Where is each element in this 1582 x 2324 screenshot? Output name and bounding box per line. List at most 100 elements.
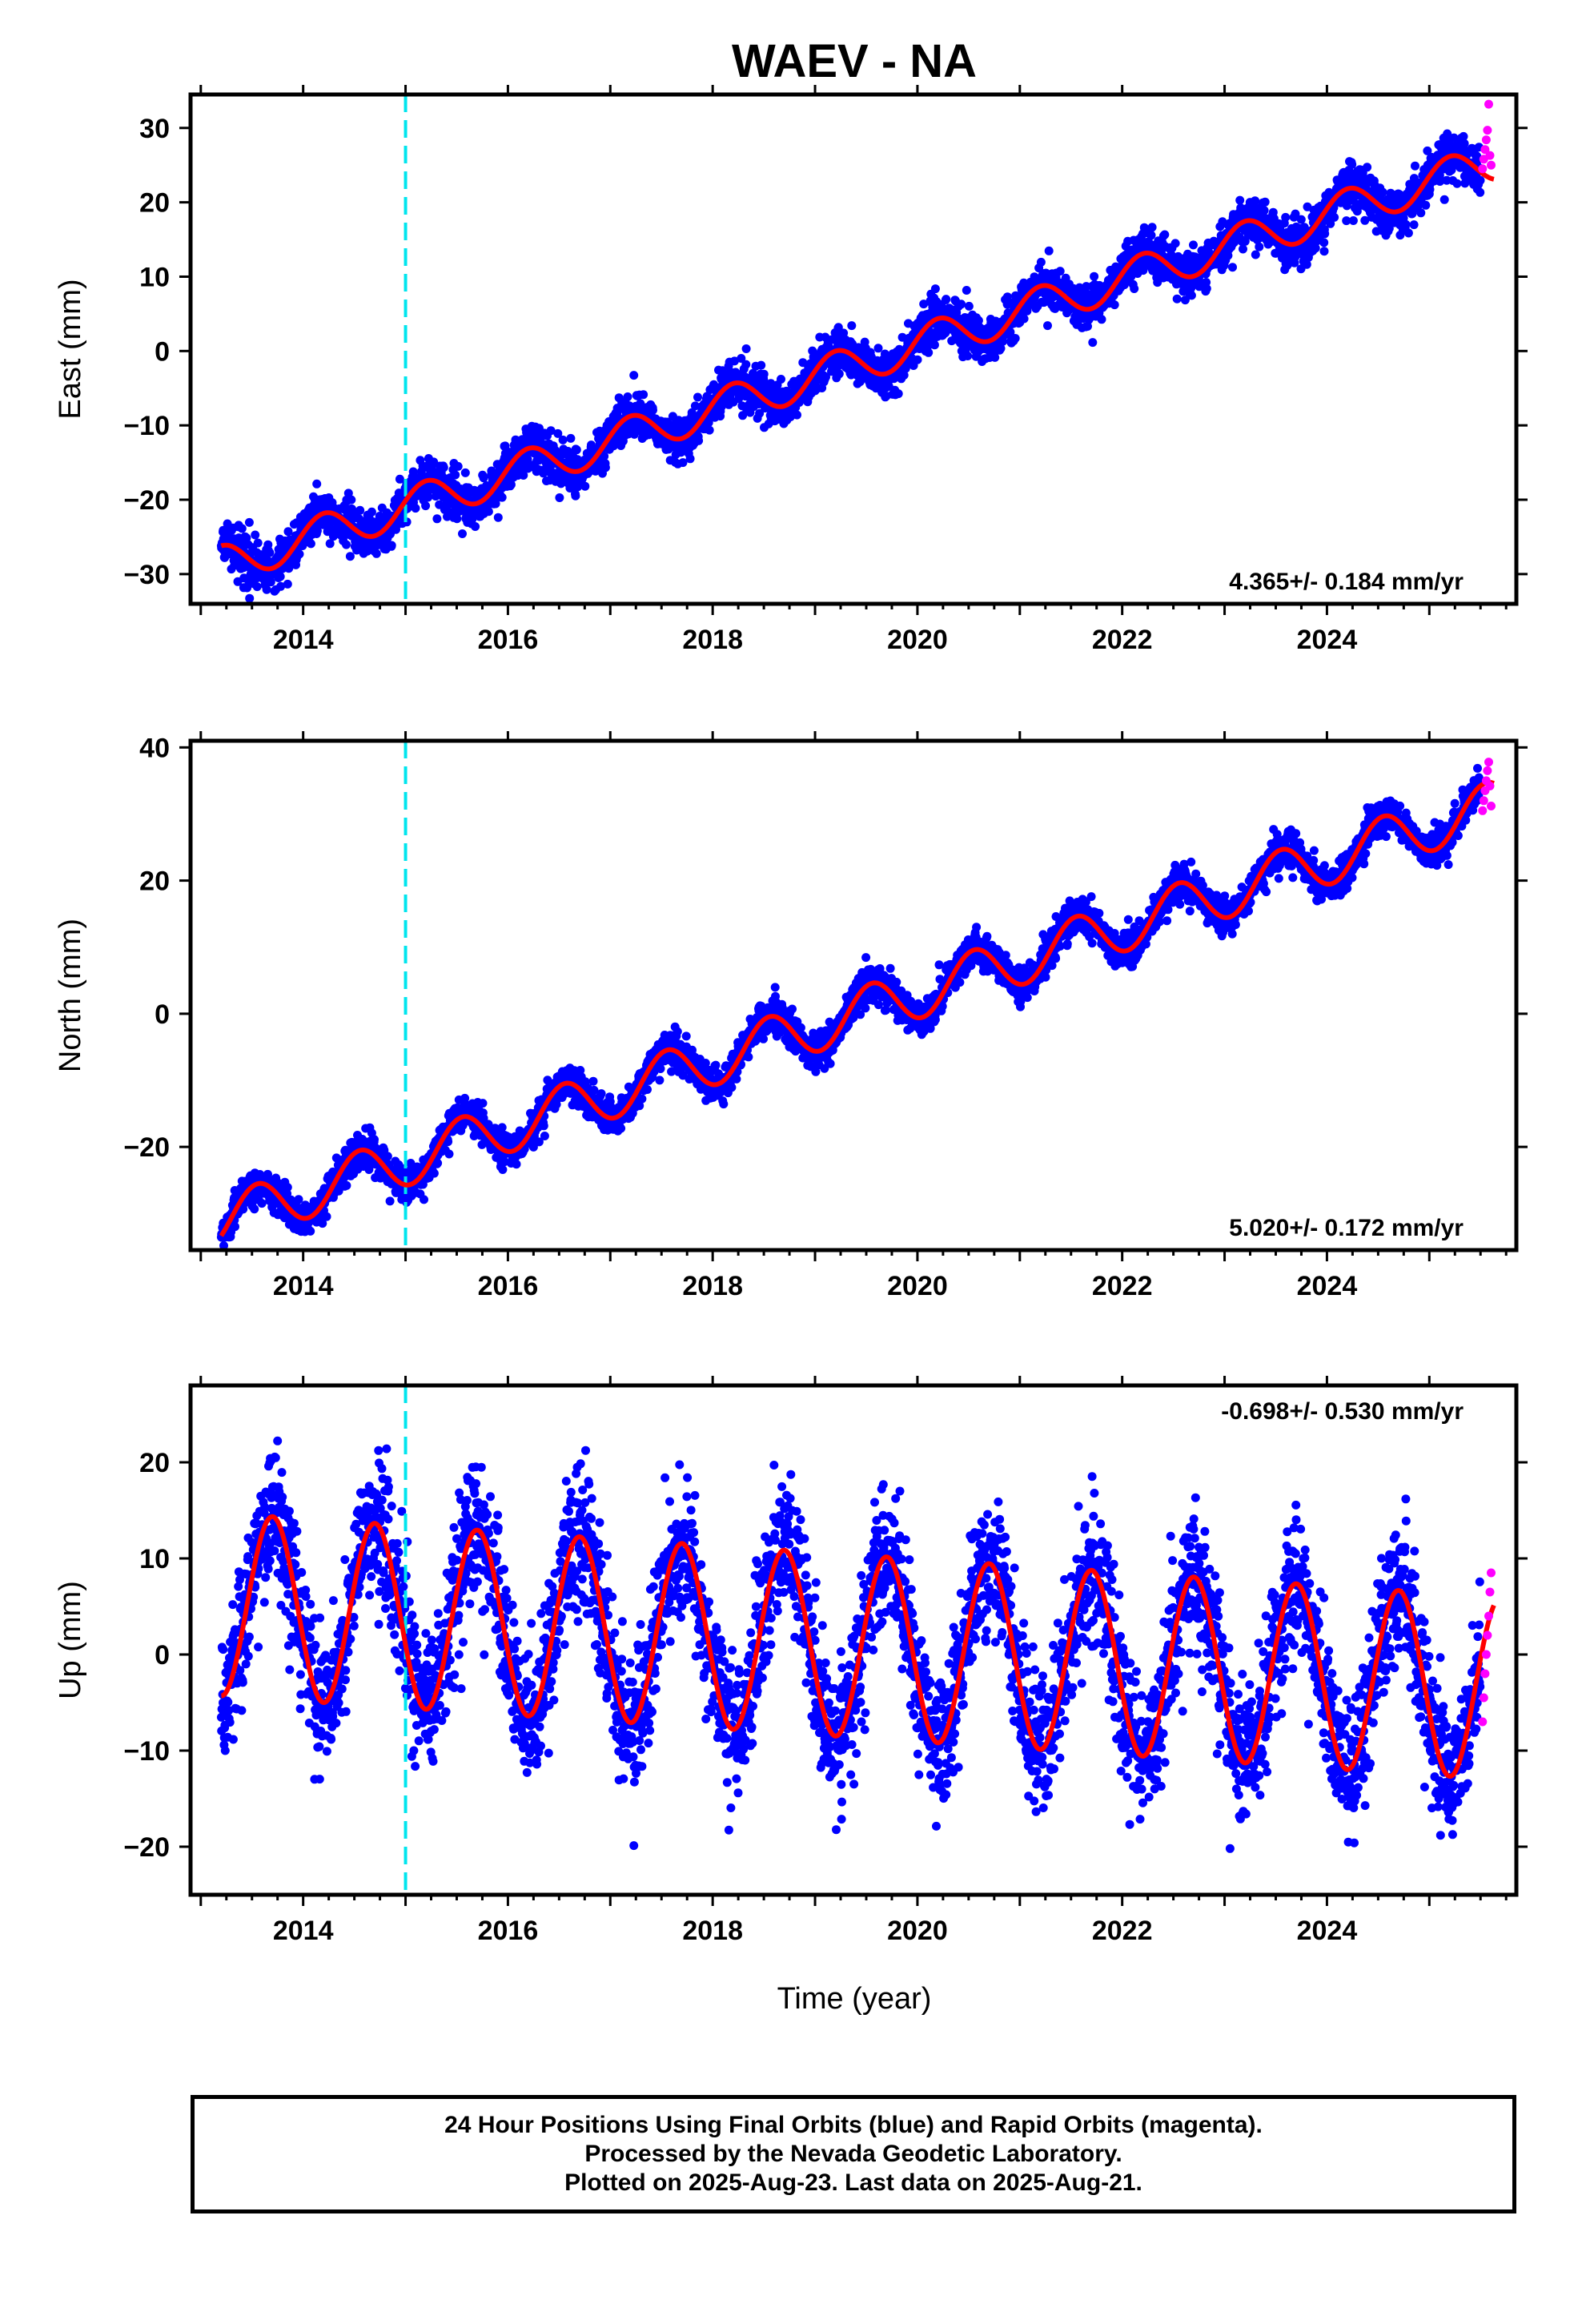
data-point <box>755 408 765 418</box>
data-point <box>678 458 688 468</box>
data-point <box>506 480 516 489</box>
data-point <box>899 371 909 380</box>
data-point <box>1019 314 1029 324</box>
data-point <box>342 1180 351 1190</box>
data-point <box>1320 229 1330 239</box>
data-point <box>930 284 940 294</box>
x-tick-label: 2020 <box>887 625 948 655</box>
data-point <box>1311 243 1320 253</box>
data-point <box>717 402 726 412</box>
data-point <box>306 1226 315 1236</box>
data-point <box>1347 159 1357 169</box>
data-point <box>453 461 463 471</box>
data-point <box>1202 278 1211 287</box>
data-point <box>919 300 929 309</box>
data-point <box>1452 179 1462 188</box>
x-tick-label: 2014 <box>273 625 334 655</box>
data-point <box>693 392 702 402</box>
data-point <box>1146 231 1156 240</box>
data-point <box>231 1222 239 1232</box>
data-point <box>219 1241 228 1250</box>
data-point <box>834 369 844 379</box>
data-point <box>546 426 556 436</box>
data-point <box>777 375 785 384</box>
data-point <box>1260 197 1270 207</box>
data-point <box>295 549 304 559</box>
data-point <box>1083 322 1092 331</box>
data-point <box>491 499 500 509</box>
y-tick-label: −30 <box>123 560 170 590</box>
data-point <box>1348 216 1358 225</box>
y-tick-label: −20 <box>123 485 170 516</box>
model-fit-line <box>220 153 1495 572</box>
y-tick-label: 20 <box>139 188 170 219</box>
data-point <box>342 540 351 549</box>
data-point <box>962 286 971 295</box>
data-point <box>629 371 639 380</box>
data-point <box>913 355 922 364</box>
data-point <box>1378 187 1387 197</box>
data-point <box>847 321 857 331</box>
data-point <box>312 479 322 489</box>
data-point <box>1326 219 1335 228</box>
data-point <box>600 452 609 461</box>
data-point <box>558 435 568 444</box>
data-point <box>930 340 939 350</box>
data-point <box>497 493 507 502</box>
data-point <box>974 316 983 325</box>
panel-east: 2014 2016 2018 2020 2022 2024−30−20−100102030… <box>54 85 1528 655</box>
data-point <box>367 507 376 517</box>
data-point <box>873 344 883 353</box>
rapid-point <box>1485 151 1495 160</box>
data-point <box>729 356 739 366</box>
data-point <box>1421 200 1431 210</box>
data-point <box>1319 238 1329 247</box>
data-point <box>251 530 260 540</box>
x-ticks: 2014 2016 2018 2020 2022 2024 <box>199 85 1508 655</box>
data-point <box>283 579 292 589</box>
data-point <box>460 468 470 477</box>
data-point <box>1228 263 1237 272</box>
x-tick-label: 2024 <box>1297 625 1358 655</box>
y-axis-label: East (mm) <box>54 279 87 419</box>
data-point <box>237 524 247 533</box>
data-point <box>705 425 714 435</box>
data-point <box>244 517 254 527</box>
data-point <box>957 300 966 309</box>
data-point <box>1044 246 1054 255</box>
data-point <box>275 572 285 581</box>
data-point <box>1170 239 1180 248</box>
data-point <box>294 1195 303 1204</box>
data-point <box>266 577 275 587</box>
data-point <box>1401 219 1411 229</box>
data-point <box>1359 172 1368 182</box>
data-point <box>571 491 580 501</box>
data-point <box>1472 151 1482 161</box>
data-point <box>283 1183 292 1192</box>
velocity-annotation: 4.365+/- 0.184 mm/yr <box>1229 569 1464 595</box>
data-point <box>484 507 493 517</box>
data-point <box>429 1168 439 1178</box>
plot-title: WAEV - NA <box>732 35 977 87</box>
y-tick-label: 10 <box>139 262 170 292</box>
data-point <box>395 474 404 484</box>
data-point <box>663 417 673 427</box>
rapid-point <box>1480 145 1490 155</box>
data-point <box>439 463 448 472</box>
x-tick-label: 2018 <box>682 625 743 655</box>
data-point <box>1476 187 1485 197</box>
data-point <box>432 514 442 524</box>
data-point <box>759 369 769 379</box>
data-point <box>1423 146 1432 155</box>
rapid-orbit-points <box>1478 99 1496 174</box>
data-point <box>1043 321 1052 331</box>
data-point <box>1459 131 1468 141</box>
data-point <box>1088 338 1098 348</box>
data-point <box>990 352 1000 362</box>
rapid-point <box>1478 164 1488 174</box>
data-point <box>245 593 255 603</box>
data-point <box>600 463 610 472</box>
data-point <box>580 481 590 491</box>
